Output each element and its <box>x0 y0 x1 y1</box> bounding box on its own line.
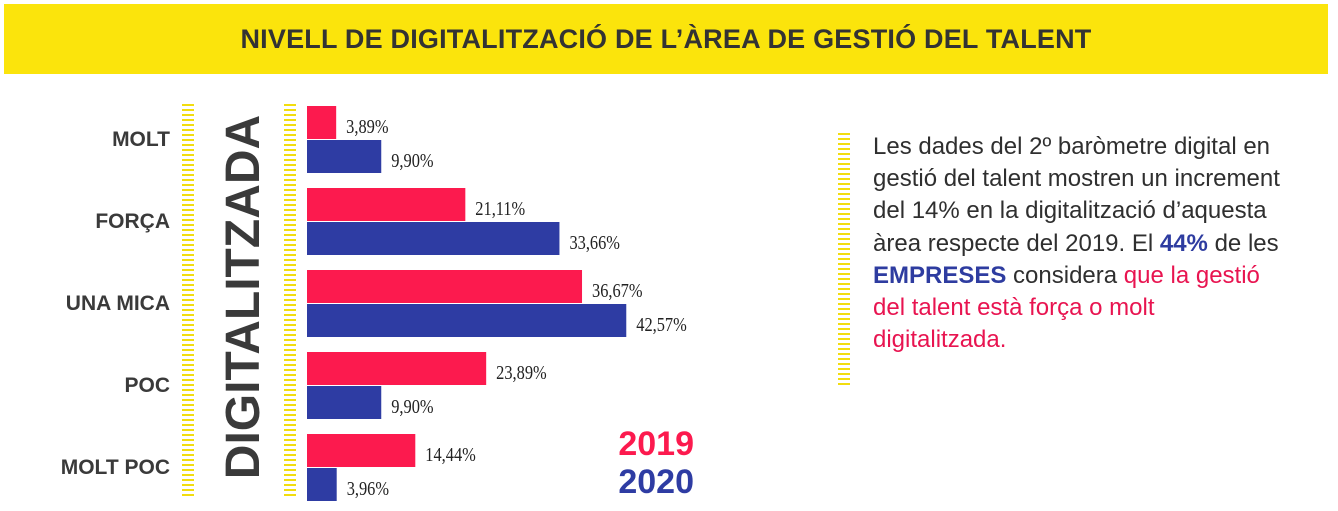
axis-title: DIGITALITZADA <box>217 115 270 479</box>
category-label: MOLT POC <box>61 456 170 479</box>
bar-2019 <box>307 188 466 221</box>
bar-2019 <box>307 352 487 385</box>
category-label: UNA MICA <box>66 292 170 315</box>
value-label: 14,44% <box>425 444 476 466</box>
side-text-part1: Les dades del 2º baròmetre digital en ge… <box>873 133 1280 257</box>
category-label: POC <box>124 374 170 397</box>
chart-title: NIVELL DE DIGITALITZACIÓ DE L’ÀREA DE GE… <box>240 23 1092 54</box>
bar-2019 <box>307 434 416 467</box>
bar-2020 <box>307 140 382 173</box>
category-label: FORÇA <box>95 210 170 233</box>
value-label: 9,90% <box>391 150 433 172</box>
side-text-part5: considera <box>1006 261 1124 289</box>
bar-2020 <box>307 468 337 501</box>
axis-dotted-rule <box>284 104 296 496</box>
side-text-percentage: 44% <box>1159 229 1208 257</box>
value-label: 23,89% <box>496 362 547 384</box>
legend-2019: 2019 <box>618 425 694 463</box>
value-label: 21,11% <box>475 198 525 220</box>
value-label: 33,66% <box>569 232 620 254</box>
value-label: 9,90% <box>391 396 433 418</box>
value-label: 36,67% <box>592 280 643 302</box>
bar-2020 <box>307 304 627 337</box>
legend-2020: 2020 <box>618 463 694 501</box>
title-banner: NIVELL DE DIGITALITZACIÓ DE L’ÀREA DE GE… <box>4 4 1328 74</box>
side-text-rule <box>838 133 850 387</box>
bar-2019 <box>307 270 583 303</box>
side-text-companies: EMPRESES <box>873 261 1007 289</box>
value-label: 3,96% <box>347 478 389 500</box>
side-text-part3: de les <box>1207 229 1279 257</box>
side-text: Les dades del 2º baròmetre digital en ge… <box>873 131 1293 356</box>
value-label: 42,57% <box>636 314 687 336</box>
category-label: MOLT <box>112 128 170 151</box>
bar-2020 <box>307 222 560 255</box>
bar-2019 <box>307 106 337 139</box>
left-dotted-rule <box>182 104 194 496</box>
value-label: 3,89% <box>346 116 388 138</box>
side-text-highlight: que la gestió del talent està força o mo… <box>873 261 1260 354</box>
bar-2020 <box>307 386 382 419</box>
bar-chart: DIGITALITZADAMOLT3,89%9,90%FORÇA21,11%33… <box>61 104 694 501</box>
